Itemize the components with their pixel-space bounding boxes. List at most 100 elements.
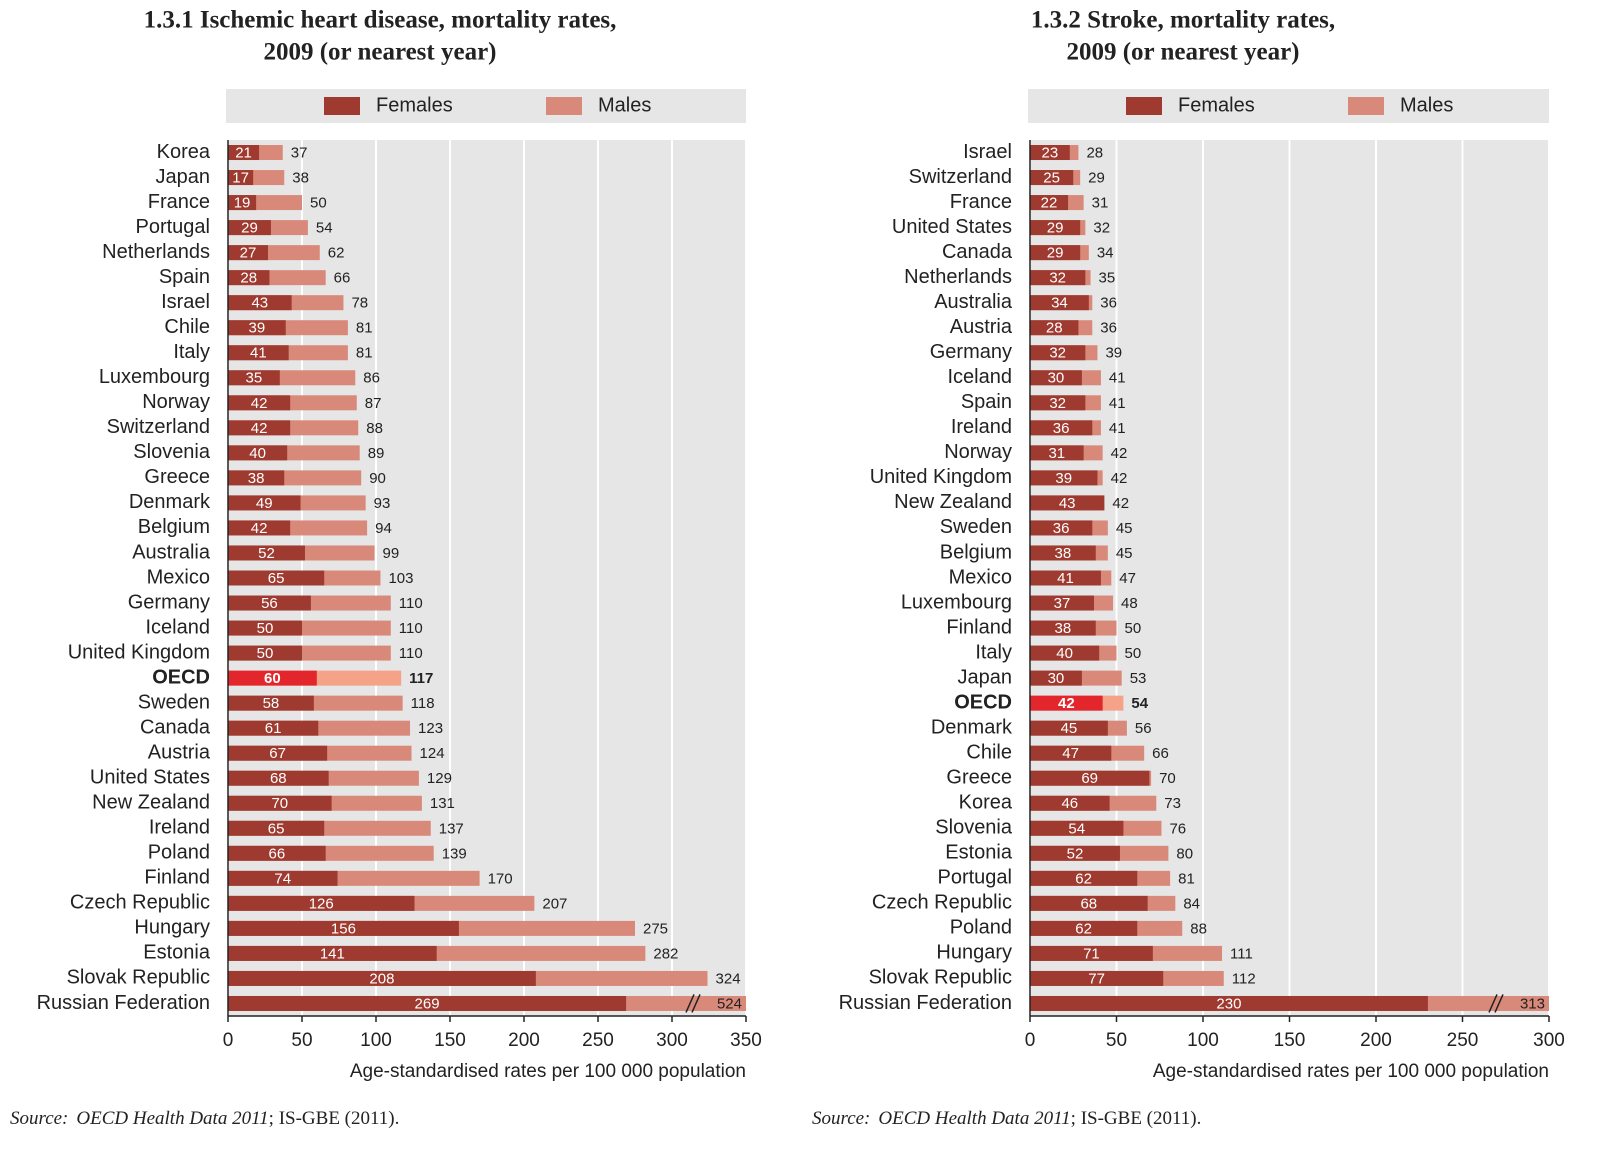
category-label: Australia [934,291,1013,313]
x-tick-label: 250 [1447,1030,1479,1051]
category-label: New Zealand [92,792,210,814]
legend-swatch [546,97,582,115]
category-label: Germany [930,341,1012,363]
bar [228,895,415,911]
bar [228,320,286,336]
value-label: 54 [1131,695,1148,712]
value-label: 81 [356,345,373,362]
category-label: Italy [173,341,210,363]
category-label: Ireland [951,416,1012,438]
bar [1030,220,1081,236]
bar [1030,970,1164,986]
x-tick-label: 350 [730,1030,762,1051]
value-label: 62 [328,245,345,262]
value-label: 112 [1232,970,1256,987]
value-label: 68 [270,770,287,787]
value-label: 40 [249,445,266,462]
value-label: 66 [268,845,285,862]
category-label: Netherlands [102,241,210,263]
value-label: 58 [263,695,280,712]
category-label: Japan [958,666,1013,688]
bar [228,545,305,561]
category-label: Luxembourg [99,366,210,388]
category-label: Mexico [949,566,1012,588]
category-label: Greece [144,466,210,488]
bar [1030,495,1105,511]
value-label: 42 [1112,495,1129,512]
value-label: 19 [234,195,251,212]
legend-box [226,89,746,123]
value-label: 21 [235,144,252,161]
value-label: 103 [388,570,413,587]
bar [228,645,302,661]
category-label: Finland [144,867,210,889]
value-label: 137 [439,820,464,837]
bar [228,670,317,686]
value-label: 110 [399,645,423,662]
legend-label: Males [1400,94,1453,116]
bar [228,570,325,586]
legend-label: Males [598,94,651,116]
legend-label: Females [1178,94,1255,116]
bar [1030,695,1103,711]
bar [1030,920,1138,936]
value-label: 45 [1116,520,1133,537]
bar [228,445,288,461]
value-label: 54 [316,220,333,237]
bar [228,470,285,486]
value-label: 41 [250,345,267,362]
bar [228,820,325,836]
category-label: Slovenia [133,441,211,463]
category-label: Iceland [948,366,1013,388]
value-label: 131 [430,795,455,812]
legend-box [1028,89,1549,123]
category-label: Mexico [147,566,210,588]
x-tick-label: 250 [582,1030,614,1051]
value-label: 42 [251,395,268,412]
category-label: Norway [944,441,1012,463]
value-label: 54 [1068,820,1085,837]
value-label: 37 [291,144,308,161]
category-label: Belgium [138,516,210,538]
bar [228,695,314,711]
category-label: Sweden [940,516,1012,538]
value-label: 60 [264,670,281,687]
value-label: 43 [1059,495,1076,512]
category-label: Hungary [936,942,1012,964]
value-label: 30 [1048,370,1065,387]
category-label: Iceland [146,616,211,638]
bar [1030,295,1089,311]
break-mark [685,994,695,1013]
category-label: Israel [161,291,210,313]
bar [1030,195,1069,211]
value-label: 25 [1043,170,1060,187]
bar [228,220,271,236]
break-mark [691,994,701,1013]
category-label: Czech Republic [872,892,1012,914]
x-tick-label: 300 [656,1030,688,1051]
value-label: 65 [268,570,285,587]
value-label: 80 [1176,845,1193,862]
value-label: 36 [1100,320,1117,337]
value-label: 81 [1178,870,1195,887]
category-label: Slovenia [935,817,1013,839]
bar [228,595,311,611]
value-label: 129 [427,770,452,787]
category-label: Ireland [149,817,210,839]
category-label: Slovak Republic [869,967,1012,989]
value-label: 28 [1086,144,1103,161]
bar [228,145,260,161]
category-label: Greece [946,767,1012,789]
bar [1030,470,1098,486]
value-label: 88 [366,420,383,437]
category-label: Portugal [938,867,1013,889]
value-label: 36 [1053,520,1070,537]
legend-swatch [324,97,360,115]
bar [228,370,280,386]
value-label: 324 [716,970,741,987]
value-label: 81 [356,320,373,337]
bar [228,170,254,186]
value-label: 48 [1121,595,1138,612]
value-label: 52 [1067,845,1084,862]
